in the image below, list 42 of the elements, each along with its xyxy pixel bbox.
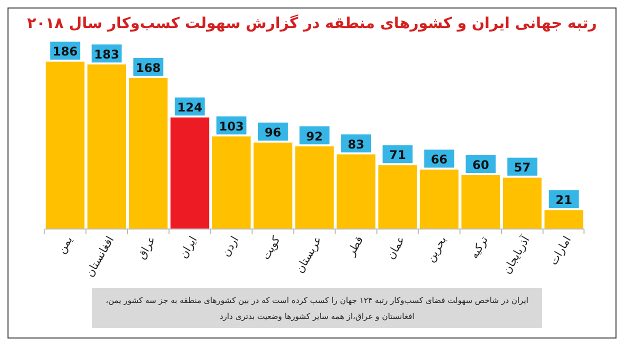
bar xyxy=(254,142,292,229)
data-label: 183 xyxy=(94,47,120,62)
x-tick-label: ایران xyxy=(176,234,200,261)
text: ایران در شاخص سهولت فضای کسب‌وکار رتبه ۱۲۴ جهان را کسب کرده است که در بین کشورهای منطقه به جز سه کشور یمن، xyxy=(106,296,528,305)
x-tick-label: عراق xyxy=(134,234,158,262)
x-tick-label: اردن xyxy=(219,234,242,259)
data-label: 57 xyxy=(514,160,531,175)
data-label: 66 xyxy=(430,152,448,167)
data-label: 21 xyxy=(555,193,572,208)
x-tick-label: یمن xyxy=(54,234,76,256)
bar xyxy=(461,175,500,229)
bar xyxy=(128,78,168,229)
bar xyxy=(170,117,210,229)
data-label: 168 xyxy=(136,60,161,75)
bar xyxy=(295,146,334,229)
x-tick-label: امارات xyxy=(547,234,574,268)
text: افغانستان و عراق،از همه سایر کشورها وضعیت بدتری دارد xyxy=(220,312,414,321)
bar xyxy=(502,178,542,229)
data-label: 186 xyxy=(52,44,78,59)
data-label: 96 xyxy=(264,126,282,140)
data-label: 103 xyxy=(218,119,244,134)
bar xyxy=(336,154,376,229)
chart-title: رتبه جهانی ایران و کشورهای منطقه در گزارش سهولت کسب‌وکار سال ۲۰۱۸ xyxy=(27,14,597,32)
x-tick-label: آذربایجان xyxy=(499,232,533,276)
bar xyxy=(378,165,417,229)
x-tick-label: افغانستان xyxy=(83,234,117,280)
x-tick-label: بحرین xyxy=(424,234,450,264)
bar xyxy=(420,170,458,229)
x-tick-label: عمان xyxy=(384,234,408,262)
bar xyxy=(544,210,584,229)
data-label: 71 xyxy=(389,148,406,162)
x-tick-label: قطر xyxy=(344,234,366,259)
data-label: 60 xyxy=(472,158,490,172)
x-tick-label: کویت xyxy=(259,233,284,262)
x-tick-label: عربستان xyxy=(293,234,324,276)
x-tick-label: ترکیه xyxy=(468,234,491,261)
data-label: 124 xyxy=(177,100,202,114)
data-label: 83 xyxy=(348,137,364,152)
bar xyxy=(87,64,126,229)
bar xyxy=(212,136,251,229)
data-label: 92 xyxy=(306,129,323,144)
bar xyxy=(46,62,84,229)
